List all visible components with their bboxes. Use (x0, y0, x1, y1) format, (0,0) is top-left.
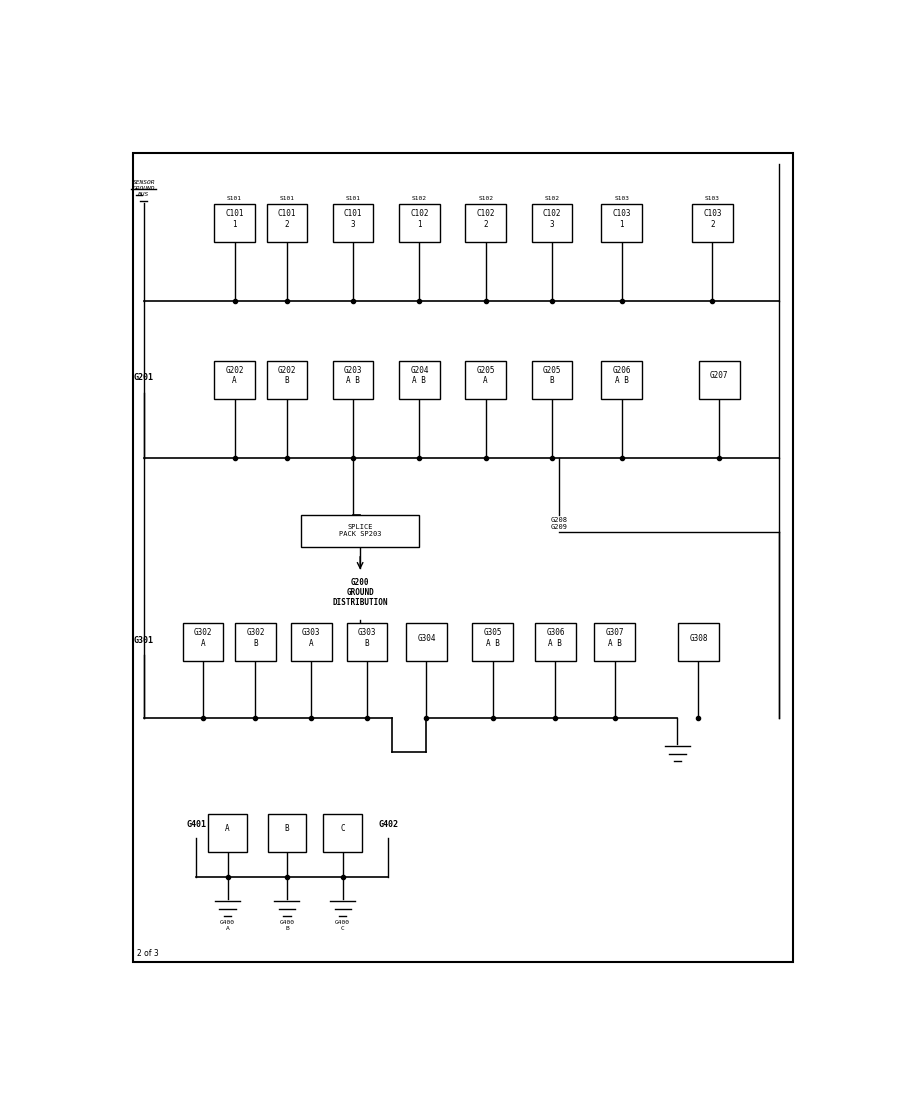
Text: B: B (284, 824, 289, 833)
Bar (235, 624, 275, 661)
Text: G302
B: G302 B (247, 628, 265, 648)
Text: C103
2: C103 2 (703, 209, 722, 229)
Text: G303
B: G303 B (358, 628, 376, 648)
Bar (601, 204, 642, 242)
Text: 2 of 3: 2 of 3 (137, 949, 158, 958)
Text: G301: G301 (134, 636, 154, 645)
Bar (214, 361, 255, 399)
Text: G400
C: G400 C (335, 920, 350, 931)
Text: C101
3: C101 3 (344, 209, 363, 229)
Text: G307
A B: G307 A B (606, 628, 624, 648)
Text: A: A (225, 824, 230, 833)
Bar (400, 361, 439, 399)
Bar (536, 624, 576, 661)
Bar (333, 361, 374, 399)
Text: C102
3: C102 3 (543, 209, 562, 229)
Bar (346, 624, 387, 661)
Text: S103: S103 (705, 196, 720, 200)
Text: G306
A B: G306 A B (546, 628, 564, 648)
Bar (266, 204, 307, 242)
Text: C102
1: C102 1 (410, 209, 428, 229)
Bar (291, 624, 331, 661)
Text: G400
A: G400 A (220, 920, 235, 931)
Bar (333, 204, 374, 242)
Text: G205
B: G205 B (543, 366, 562, 385)
Bar (692, 204, 733, 242)
Text: SPLICE
PACK SP203: SPLICE PACK SP203 (339, 525, 382, 538)
Text: SENSOR
GROUND
BUS: SENSOR GROUND BUS (132, 180, 155, 197)
Bar (465, 361, 506, 399)
Text: G305
A B: G305 A B (483, 628, 502, 648)
Text: G303
A: G303 A (302, 628, 320, 648)
Bar (699, 361, 740, 399)
Text: G202
A: G202 A (225, 366, 244, 385)
Text: G400
B: G400 B (279, 920, 294, 931)
Bar (267, 814, 306, 851)
Bar (266, 361, 307, 399)
Bar (400, 204, 439, 242)
Text: G202
B: G202 B (277, 366, 296, 385)
Bar (214, 204, 255, 242)
Bar (323, 814, 362, 851)
Text: S101: S101 (279, 196, 294, 200)
Text: G302
A: G302 A (194, 628, 212, 648)
Text: G208
G209: G208 G209 (551, 517, 567, 530)
Text: G206
A B: G206 A B (612, 366, 631, 385)
Text: G207: G207 (710, 371, 729, 380)
Bar (301, 515, 419, 547)
Text: C: C (340, 824, 345, 833)
Text: G402: G402 (378, 821, 398, 829)
Text: G204
A B: G204 A B (410, 366, 428, 385)
Text: G200
GROUND
DISTRIBUTION: G200 GROUND DISTRIBUTION (332, 578, 388, 607)
Text: G201: G201 (134, 373, 154, 382)
Text: S102: S102 (478, 196, 493, 200)
Text: S101: S101 (346, 196, 361, 200)
Text: G401: G401 (186, 821, 206, 829)
Text: C102
2: C102 2 (476, 209, 495, 229)
Text: S101: S101 (227, 196, 242, 200)
Text: C103
1: C103 1 (612, 209, 631, 229)
Bar (465, 204, 506, 242)
Bar (472, 624, 513, 661)
Text: G203
A B: G203 A B (344, 366, 363, 385)
Bar (209, 814, 247, 851)
Bar (595, 624, 634, 661)
Text: S103: S103 (614, 196, 629, 200)
Bar (183, 624, 223, 661)
Bar (532, 204, 572, 242)
Text: G308: G308 (689, 634, 707, 642)
Text: G304: G304 (417, 634, 436, 642)
Bar (532, 361, 572, 399)
Text: S102: S102 (412, 196, 427, 200)
Text: C101
1: C101 1 (225, 209, 244, 229)
Text: S102: S102 (544, 196, 560, 200)
Text: C101
2: C101 2 (277, 209, 296, 229)
Bar (406, 624, 446, 661)
Text: G205
A: G205 A (476, 366, 495, 385)
Bar (679, 624, 718, 661)
Bar (601, 361, 642, 399)
